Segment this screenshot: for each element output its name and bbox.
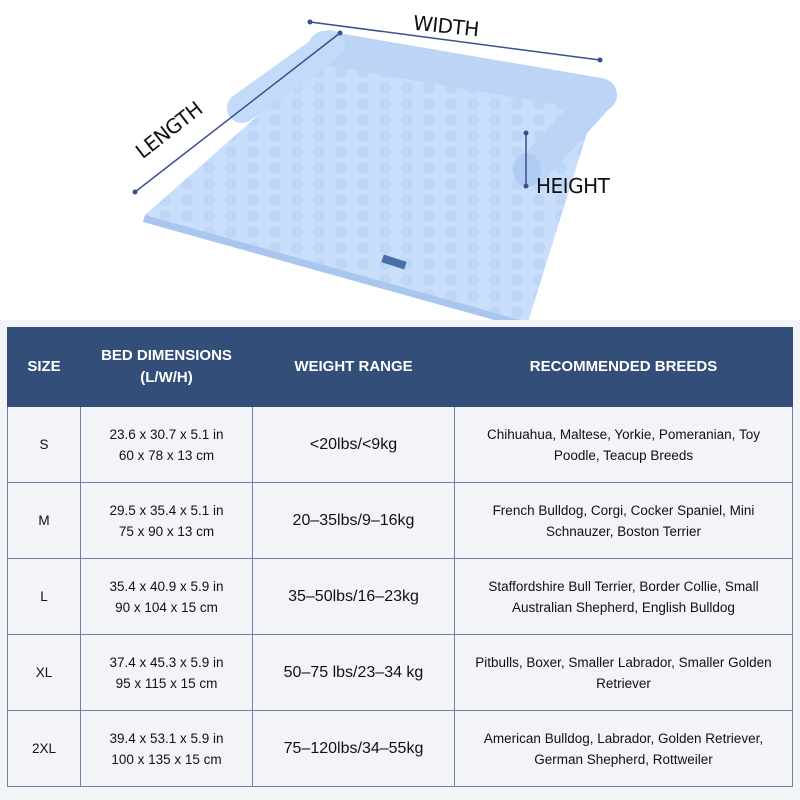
dimensions-in: 35.4 x 40.9 x 5.9 in: [109, 578, 224, 594]
length-line: [134, 32, 341, 193]
dimensions-cell: 35.4 x 40.9 x 5.9 in 90 x 104 x 15 cm: [80, 558, 253, 635]
breeds-cell: Staffordshire Bull Terrier, Border Colli…: [454, 558, 793, 635]
weight-cell: 35–50lbs/16–23kg: [252, 558, 455, 635]
dimensions-cm: 60 x 78 x 13 cm: [118, 447, 215, 463]
header-weight: WEIGHT RANGE: [252, 327, 455, 407]
weight-cell: 75–120lbs/34–55kg: [252, 710, 455, 787]
weight-cell: 20–35lbs/9–16kg: [252, 482, 455, 559]
weight-cell: <20lbs/<9kg: [252, 406, 455, 483]
header-breeds: RECOMMENDED BREEDS: [454, 327, 793, 407]
dimensions-in: 23.6 x 30.7 x 5.1 in: [109, 426, 224, 442]
table-row: M 29.5 x 35.4 x 5.1 in 75 x 90 x 13 cm 20…: [7, 482, 793, 559]
dog-bed-image: [132, 19, 617, 330]
dimensions-cell: 29.5 x 35.4 x 5.1 in 75 x 90 x 13 cm: [80, 482, 253, 559]
size-cell: L: [7, 558, 81, 635]
table-row: L 35.4 x 40.9 x 5.9 in 90 x 104 x 15 cm 3…: [7, 558, 793, 635]
table-row: 2XL 39.4 x 53.1 x 5.9 in 100 x 135 x 15 c…: [7, 710, 793, 787]
dimensions-cm: 90 x 104 x 15 cm: [115, 599, 218, 615]
width-line: [309, 21, 601, 61]
dimensions-cm: 100 x 135 x 15 cm: [111, 751, 222, 767]
back-bolster: [308, 31, 617, 112]
header-dimensions-line1: BED DIMENSIONS: [101, 347, 232, 364]
height-label: HEIGHT: [536, 174, 610, 198]
size-cell: XL: [7, 634, 81, 711]
product-diagram: WIDTH LENGTH HEIGHT: [0, 0, 800, 330]
dimensions-cm: 95 x 115 x 15 cm: [115, 675, 218, 691]
header-dimensions-line2: (L/W/H): [140, 369, 193, 386]
dimensions-in: 37.4 x 45.3 x 5.9 in: [109, 654, 224, 670]
table-header: SIZE BED DIMENSIONS (L/W/H) WEIGHT RANGE …: [7, 327, 793, 407]
breeds-cell: American Bulldog, Labrador, Golden Retri…: [454, 710, 793, 787]
size-cell: M: [7, 482, 81, 559]
dimensions-cm: 75 x 90 x 13 cm: [118, 523, 215, 539]
table-row: XL 37.4 x 45.3 x 5.9 in 95 x 115 x 15 cm …: [7, 634, 793, 711]
header-size: SIZE: [7, 327, 81, 407]
breeds-cell: French Bulldog, Corgi, Cocker Spaniel, M…: [454, 482, 793, 559]
side-bolster: [516, 79, 616, 186]
dimensions-in: 29.5 x 35.4 x 5.1 in: [109, 502, 224, 518]
breeds-cell: Chihuahua, Maltese, Yorkie, Pomeranian, …: [454, 406, 793, 483]
dimensions-cell: 39.4 x 53.1 x 5.9 in 100 x 135 x 15 cm: [80, 710, 253, 787]
size-cell: S: [7, 406, 81, 483]
size-table: SIZE BED DIMENSIONS (L/W/H) WEIGHT RANGE …: [7, 327, 793, 787]
breeds-cell: Pitbulls, Boxer, Smaller Labrador, Small…: [454, 634, 793, 711]
size-cell: 2XL: [7, 710, 81, 787]
table-row: S 23.6 x 30.7 x 5.1 in 60 x 78 x 13 cm <2…: [7, 406, 793, 483]
dimensions-cell: 37.4 x 45.3 x 5.9 in 95 x 115 x 15 cm: [80, 634, 253, 711]
weight-cell: 50–75 lbs/23–34 kg: [252, 634, 455, 711]
bed-tag: [381, 254, 407, 270]
header-dimensions: BED DIMENSIONS (L/W/H): [80, 327, 253, 407]
dimensions-cell: 23.6 x 30.7 x 5.1 in 60 x 78 x 13 cm: [80, 406, 253, 483]
dimensions-in: 39.4 x 53.1 x 5.9 in: [109, 730, 224, 746]
